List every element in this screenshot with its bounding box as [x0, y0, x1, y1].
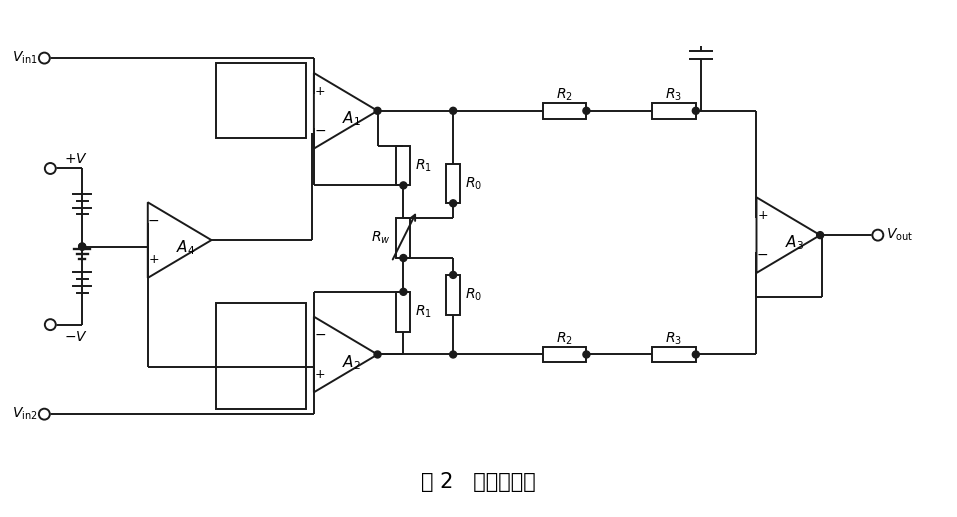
Text: −: − [757, 248, 768, 262]
Bar [396, 146, 411, 186]
Text: +: + [315, 368, 325, 381]
Text: $R_0$: $R_0$ [465, 286, 482, 303]
Circle shape [450, 351, 456, 358]
Text: $R_3$: $R_3$ [665, 330, 682, 347]
Text: −: − [314, 124, 325, 138]
Bar [446, 275, 460, 315]
Bar [216, 63, 306, 138]
Bar [652, 103, 696, 119]
Circle shape [450, 271, 456, 278]
Circle shape [45, 319, 56, 330]
Bar [446, 163, 460, 203]
Text: $A_4$: $A_4$ [176, 239, 195, 257]
Circle shape [873, 230, 883, 240]
Circle shape [374, 108, 381, 114]
Circle shape [39, 409, 50, 420]
Text: $R_3$: $R_3$ [665, 87, 682, 103]
Bar [652, 346, 696, 362]
Text: $R_0$: $R_0$ [465, 175, 482, 192]
Text: −: − [314, 328, 325, 342]
Text: +: + [148, 253, 159, 266]
Circle shape [39, 53, 50, 64]
Circle shape [450, 200, 456, 207]
Circle shape [374, 351, 381, 358]
Text: $A_1$: $A_1$ [343, 110, 361, 128]
Text: $A_2$: $A_2$ [343, 353, 361, 372]
Text: 图 2   前级放大器: 图 2 前级放大器 [421, 472, 535, 492]
Bar [543, 346, 587, 362]
Bar [543, 103, 587, 119]
Text: $A_3$: $A_3$ [785, 234, 804, 252]
Text: $R_2$: $R_2$ [556, 330, 573, 347]
Circle shape [45, 163, 56, 174]
Text: $V_{\mathrm{in1}}$: $V_{\mathrm{in1}}$ [11, 50, 37, 66]
Bar [396, 292, 411, 331]
Circle shape [78, 243, 85, 250]
Text: $+V$: $+V$ [64, 151, 88, 165]
Circle shape [816, 232, 824, 239]
Text: $R_1$: $R_1$ [415, 157, 433, 174]
Text: +: + [315, 85, 325, 98]
Text: $-V$: $-V$ [64, 329, 88, 344]
Text: +: + [757, 209, 768, 222]
Circle shape [400, 254, 407, 262]
Text: −: − [148, 214, 160, 227]
Circle shape [400, 288, 407, 295]
Circle shape [78, 243, 85, 250]
Text: $R_w$: $R_w$ [371, 230, 390, 246]
Circle shape [583, 351, 590, 358]
Circle shape [400, 182, 407, 189]
Text: $V_{\mathrm{out}}$: $V_{\mathrm{out}}$ [886, 227, 913, 244]
Bar [216, 303, 306, 409]
Bar [396, 218, 411, 258]
Text: $R_2$: $R_2$ [556, 87, 573, 103]
Circle shape [450, 108, 456, 114]
Circle shape [692, 108, 700, 114]
Text: $V_{\mathrm{in2}}$: $V_{\mathrm{in2}}$ [11, 406, 37, 422]
Circle shape [692, 351, 700, 358]
Circle shape [583, 108, 590, 114]
Text: $R_1$: $R_1$ [415, 303, 433, 320]
